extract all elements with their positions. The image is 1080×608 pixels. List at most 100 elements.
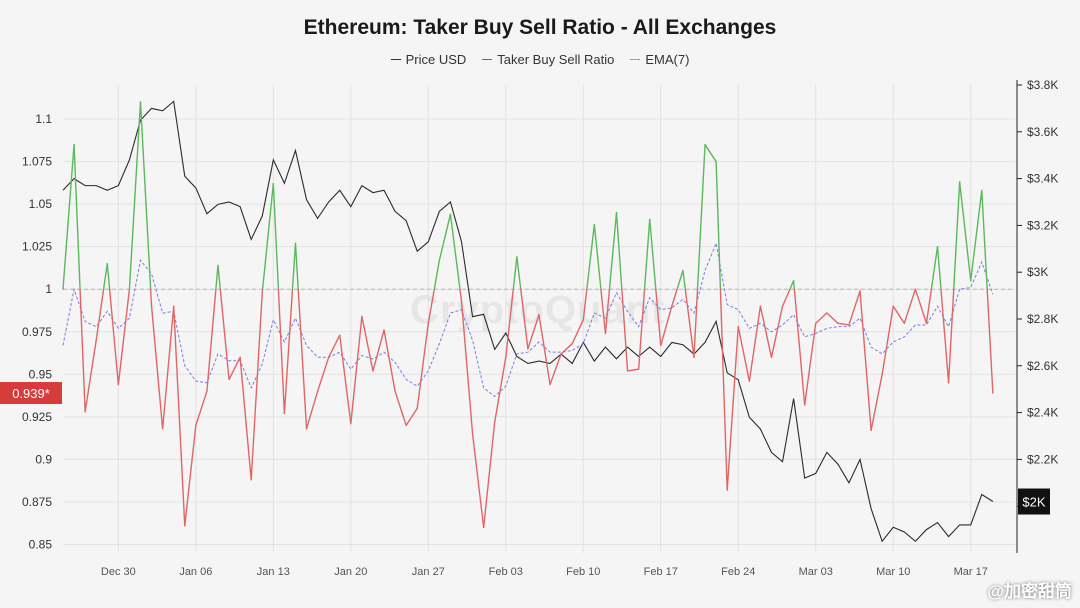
ratio-segment <box>150 305 164 430</box>
x-tick-label: Feb 03 <box>489 566 523 578</box>
ratio-segment <box>291 242 297 290</box>
ratio-segment <box>660 305 673 347</box>
ratio-segment <box>361 315 374 372</box>
ratio-segment <box>405 407 418 427</box>
ratio-segment <box>892 305 906 324</box>
ratio-segment <box>682 269 686 290</box>
ratio-segment <box>571 319 584 345</box>
ratio-segment <box>73 143 81 290</box>
ratio-segment <box>228 356 241 381</box>
ratio-segment <box>438 213 452 261</box>
ratio-segment <box>161 305 175 430</box>
current-price-label: $2K <box>1022 495 1045 510</box>
ratio-segment <box>792 280 796 290</box>
ratio-segment <box>494 356 507 423</box>
ratio-segment <box>84 339 97 413</box>
ratio-segment <box>870 373 883 432</box>
ratio-segment <box>294 242 299 290</box>
legend-item-ratio[interactable]: Taker Buy Sell Ratio <box>482 52 614 67</box>
right-tick-label: $2.6K <box>1027 359 1058 373</box>
ratio-segment <box>316 356 330 393</box>
ema-series <box>62 241 994 398</box>
ratio-segment <box>936 245 942 290</box>
ratio-segment <box>600 288 607 335</box>
ratio-segment <box>826 312 839 324</box>
ratio-segment <box>704 143 717 163</box>
ratio-segment <box>737 325 751 382</box>
ratio-segment <box>512 256 518 290</box>
current-ratio-label: 0.939* <box>12 386 50 401</box>
left-tick-label: 1.075 <box>22 155 52 169</box>
ratio-segment <box>139 101 152 290</box>
ratio-segment <box>549 353 562 386</box>
ratio-segment <box>803 322 817 406</box>
ratio-segment <box>239 356 252 481</box>
right-tick-label: $3.4K <box>1027 172 1058 186</box>
right-axis: $2K $2.2K $2.4K $2.6K $2.8K $3K $3.2K $3.4K $3.6… <box>1016 78 1058 553</box>
ratio-segment <box>195 390 208 427</box>
ratio-segment <box>953 181 961 290</box>
ema-line <box>62 241 994 398</box>
ratio-segment <box>815 312 828 324</box>
chart-title: Ethereum: Taker Buy Sell Ratio - All Exc… <box>303 16 777 39</box>
ratio-segment <box>684 288 695 358</box>
ratio-segment <box>748 305 762 382</box>
ratio-segment <box>608 211 618 290</box>
x-tick-label: Feb 10 <box>566 566 600 578</box>
ratio-segment <box>128 101 142 290</box>
ratio-segment <box>655 288 662 347</box>
ratio-segment <box>793 288 806 406</box>
ratio-segment <box>516 256 522 290</box>
current-ratio-badge <box>0 382 62 405</box>
x-tick-label: Mar 03 <box>799 566 833 578</box>
ratio-segment <box>560 342 573 355</box>
ratio-segment <box>903 288 917 324</box>
ratio-segment <box>586 223 596 290</box>
ratio-segment <box>621 288 629 372</box>
ratio-segment <box>859 290 872 432</box>
ratio-series <box>62 101 994 529</box>
x-axis: Dec 30 Jan 06 Jan 13 Jan 20 Jan 27 Feb 03 Feb … <box>101 566 988 578</box>
legend-swatch-price <box>390 59 401 60</box>
ratio-segment <box>696 143 706 290</box>
ratio-segment <box>297 288 308 430</box>
ratio-segment <box>604 288 611 335</box>
ratio-segment <box>719 288 728 491</box>
left-tick-label: 1.025 <box>22 240 52 254</box>
right-tick-label: $3.6K <box>1027 125 1058 139</box>
ratio-segment <box>102 262 108 290</box>
ratio-segment <box>538 314 551 386</box>
left-axis: 0.85 0.875 0.9 0.925 0.95 0.975 1 1.025 1.05 1.07… <box>22 112 52 551</box>
ratio-segment <box>781 288 791 307</box>
left-tick-label: 0.925 <box>22 410 52 424</box>
right-tick-label: $2.8K <box>1027 312 1058 326</box>
legend-item-price[interactable]: Price USD <box>390 52 466 67</box>
left-tick-label: 0.875 <box>22 495 52 509</box>
legend-label-ratio: Taker Buy Sell Ratio <box>497 52 615 67</box>
ratio-segment <box>789 280 795 290</box>
ratio-segment <box>626 368 640 372</box>
left-tick-label: 0.9 <box>35 452 52 466</box>
right-tick-label: $3.2K <box>1027 218 1058 232</box>
ratio-segment <box>117 288 131 386</box>
ratio-segment <box>95 288 105 341</box>
ratio-segment <box>433 259 441 290</box>
x-tick-label: Jan 20 <box>334 566 367 578</box>
ratio-segment <box>582 288 588 321</box>
ratio-segment <box>925 288 933 324</box>
ratio-segment <box>394 390 407 427</box>
ratio-segment <box>277 288 286 415</box>
ratio-segment <box>350 315 363 425</box>
price-line <box>62 100 994 543</box>
ratio-segment <box>881 305 894 376</box>
right-tick-label: $2.4K <box>1027 406 1058 420</box>
ratio-segment <box>79 288 86 413</box>
ratio-segment <box>250 291 263 481</box>
ratio-segment <box>615 211 623 290</box>
ratio-segment <box>217 264 221 290</box>
ratio-segment <box>986 288 994 394</box>
ratio-segment <box>527 314 540 350</box>
badges: 0.939* $2K <box>0 382 1050 515</box>
legend-item-ema[interactable]: EMA(7) <box>630 52 689 67</box>
